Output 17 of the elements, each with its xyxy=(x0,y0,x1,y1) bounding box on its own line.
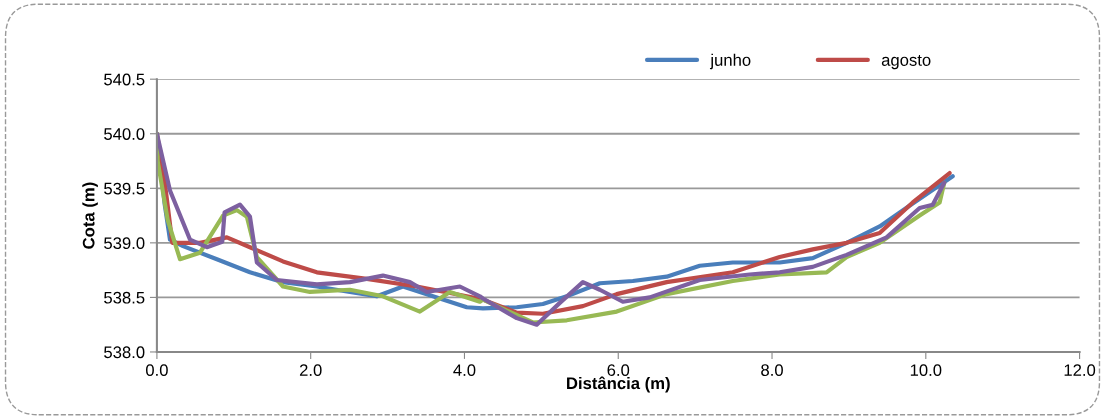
x-tick-label: 12.0 xyxy=(1064,364,1096,377)
x-tick-label: 10.0 xyxy=(910,364,942,377)
y-axis-title: Cota (m) xyxy=(82,182,98,249)
x-tick-label: 4.0 xyxy=(453,364,476,377)
x-tick-label: 6.0 xyxy=(607,364,630,377)
x-tick-label: 8.0 xyxy=(761,364,783,377)
y-tick-label: 538.0 xyxy=(104,346,145,359)
y-tick-label: 540.5 xyxy=(104,73,145,86)
x-tick-label: 2.0 xyxy=(299,364,322,377)
legend-label: agosto xyxy=(881,54,931,70)
legend-label: junho xyxy=(709,53,751,70)
x-axis-title: Distância (m) xyxy=(567,376,670,393)
x-tick-label: 0.0 xyxy=(145,364,168,377)
y-tick-label: 540.0 xyxy=(104,128,145,140)
y-tick-label: 538.5 xyxy=(104,291,145,304)
y-tick-label: 539.5 xyxy=(104,182,145,195)
y-tick-label: 539.0 xyxy=(104,237,145,250)
